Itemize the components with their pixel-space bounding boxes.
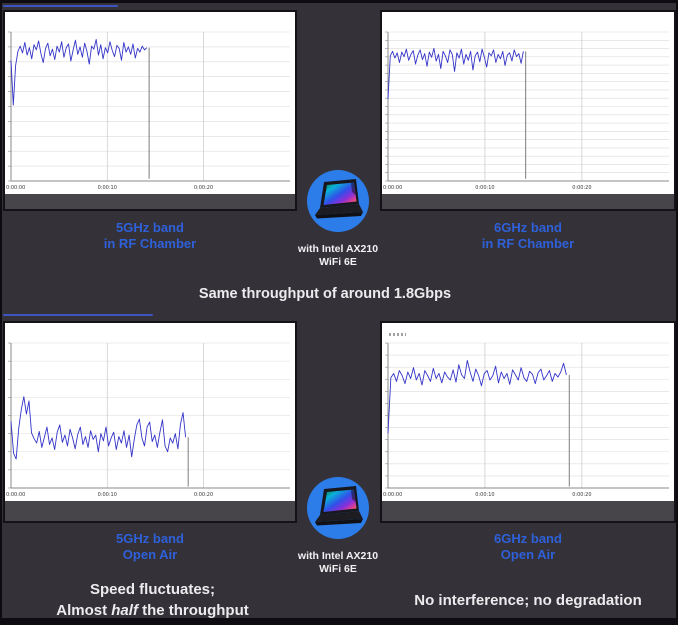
x-axis-tick-label: 0:00:00 <box>6 185 25 191</box>
x-axis-tick-label: 0:00:20 <box>194 492 213 498</box>
throughput-chart: 0:00:00 0:00:10 0:00:20 <box>6 342 290 498</box>
chart-panel-5ghz-rf-chamber: 0:00:00 0:00:10 0:00:20 <box>3 10 297 211</box>
panel-footer-strip <box>5 501 295 521</box>
device-top: with Intel AX210 WiFi 6E <box>286 170 390 269</box>
panel-footer-strip <box>382 194 674 209</box>
band-label-line1: 5GHz band <box>116 531 184 546</box>
throughput-chart: 0:00:00 0:00:10 0:00:20 <box>383 31 669 191</box>
frame-edge-right <box>676 0 678 625</box>
panel-footer-strip <box>382 501 674 521</box>
x-axis-tick-label: 0:00:20 <box>572 185 591 191</box>
panel-footer-strip <box>5 194 295 209</box>
throughput-chart: 0:00:00 0:00:10 0:00:20 <box>383 342 669 498</box>
x-axis-tick-label: 0:00:20 <box>572 492 591 498</box>
accent-line-bottom <box>3 314 153 316</box>
x-axis-tick-label: 0:00:20 <box>194 185 213 191</box>
band-label-line2: Open Air <box>500 547 556 562</box>
caption-bottom-left: Speed fluctuates; Almost half the throug… <box>0 579 305 621</box>
x-axis-tick-label: 0:00:00 <box>383 492 402 498</box>
throughput-chart: 0:00:00 0:00:10 0:00:20 <box>6 31 290 191</box>
band-label-line2: Open Air <box>122 547 178 562</box>
caption-center: Same throughput of around 1.8Gbps <box>198 286 452 302</box>
x-axis-tick-label: 0:00:10 <box>475 185 494 191</box>
caption-6ghz-open-air: 6GHz band Open Air <box>378 531 678 563</box>
caption-bottom-right: No interference; no degradation <box>414 592 642 609</box>
caption-5ghz-open-air: 5GHz band Open Air <box>0 531 300 563</box>
caption-line: Speed fluctuates; <box>89 581 216 598</box>
frame-edge-top <box>0 0 678 3</box>
band-label-line1: 6GHz band <box>494 220 562 235</box>
x-axis-tick-label: 0:00:00 <box>6 492 25 498</box>
frame-edge-left <box>0 0 2 625</box>
caption-5ghz-rf-chamber: 5GHz band in RF Chamber <box>0 220 300 252</box>
laptop-icon <box>307 170 369 232</box>
band-label-line1: 5GHz band <box>116 220 184 235</box>
band-label-line2: in RF Chamber <box>481 236 575 251</box>
device-label: with Intel AX210 WiFi 6E <box>297 243 379 268</box>
chart-panel-6ghz-rf-chamber: 0:00:00 0:00:10 0:00:20 <box>380 10 676 211</box>
chart-panel-6ghz-open-air: 0:00:00 0:00:10 0:00:20 <box>380 321 676 523</box>
x-axis-tick-label: 0:00:00 <box>383 185 402 191</box>
caption-line: Almost half the throughput <box>56 602 249 619</box>
caption-6ghz-rf-chamber: 6GHz band in RF Chamber <box>378 220 678 252</box>
x-axis-tick-label: 0:00:10 <box>475 492 494 498</box>
device-label: with Intel AX210 WiFi 6E <box>297 550 379 575</box>
chart-panel-5ghz-open-air: 0:00:00 0:00:10 0:00:20 <box>3 321 297 523</box>
frame-edge-bottom <box>0 618 678 625</box>
x-axis-tick-label: 0:00:10 <box>98 492 117 498</box>
accent-line-top <box>3 5 118 7</box>
band-label-line2: in RF Chamber <box>103 236 197 251</box>
chart-annotation-artifact <box>389 333 406 336</box>
x-axis-tick-label: 0:00:10 <box>98 185 117 191</box>
band-label-line1: 6GHz band <box>494 531 562 546</box>
device-bottom: with Intel AX210 WiFi 6E <box>286 477 390 576</box>
laptop-icon <box>307 477 369 539</box>
